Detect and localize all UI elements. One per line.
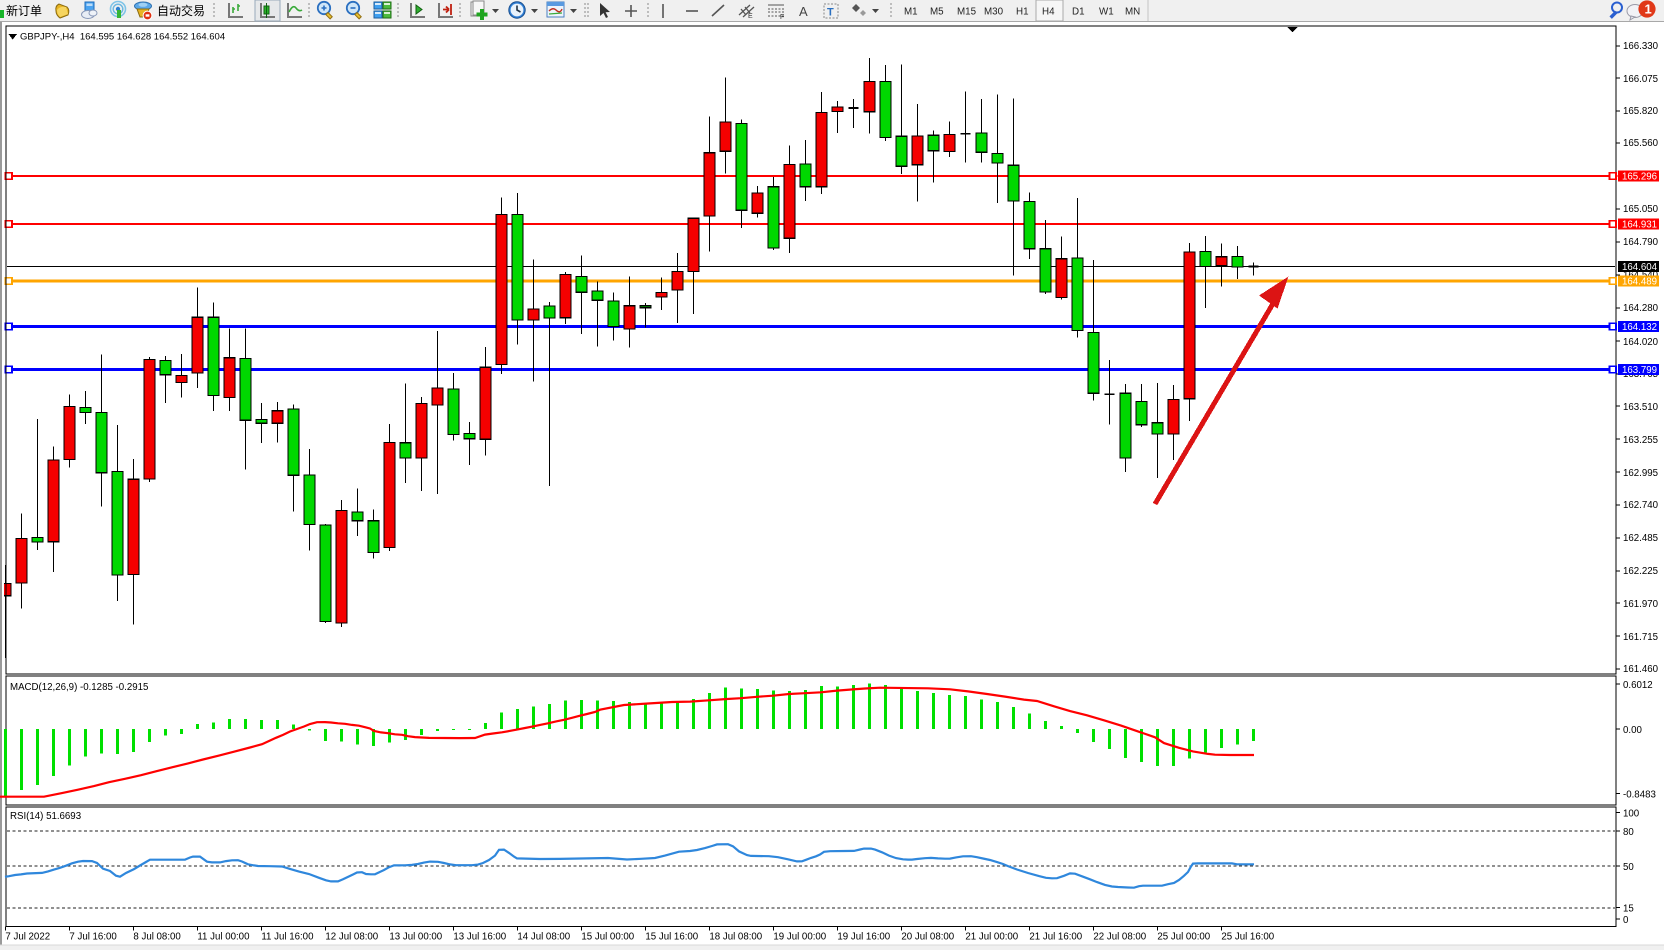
svg-text:163.255: 163.255 xyxy=(1623,435,1658,446)
svg-text:22 Jul 08:00: 22 Jul 08:00 xyxy=(1093,932,1146,943)
svg-text:19 Jul 16:00: 19 Jul 16:00 xyxy=(837,932,890,943)
svg-text:1: 1 xyxy=(1645,2,1652,17)
svg-text:15 Jul 00:00: 15 Jul 00:00 xyxy=(581,932,634,943)
svg-text:7 Jul 16:00: 7 Jul 16:00 xyxy=(69,932,117,943)
svg-text:100: 100 xyxy=(1623,809,1640,820)
svg-text:15 Jul 16:00: 15 Jul 16:00 xyxy=(645,932,698,943)
svg-text:-0.8483: -0.8483 xyxy=(1623,790,1656,801)
svg-text:0: 0 xyxy=(1623,915,1629,926)
svg-text:162.740: 162.740 xyxy=(1623,500,1659,511)
svg-text:162.225: 162.225 xyxy=(1623,566,1658,577)
svg-text:W1: W1 xyxy=(1099,7,1114,18)
svg-text:T: T xyxy=(827,7,834,19)
svg-text:F: F xyxy=(780,14,784,21)
svg-text:18 Jul 08:00: 18 Jul 08:00 xyxy=(709,932,762,943)
svg-text:14 Jul 08:00: 14 Jul 08:00 xyxy=(517,932,570,943)
svg-text:A: A xyxy=(799,4,808,19)
svg-text:164.020: 164.020 xyxy=(1623,337,1659,348)
svg-text:164.790: 164.790 xyxy=(1623,237,1659,248)
svg-text:M5: M5 xyxy=(930,7,944,18)
svg-text:MN: MN xyxy=(1125,7,1140,18)
svg-text:M15: M15 xyxy=(957,7,977,18)
svg-text:161.460: 161.460 xyxy=(1623,664,1659,675)
svg-text:80: 80 xyxy=(1623,827,1634,838)
svg-text:7 Jul 2022: 7 Jul 2022 xyxy=(5,932,50,943)
svg-text:D1: D1 xyxy=(1072,7,1085,18)
svg-text:0.00: 0.00 xyxy=(1623,725,1642,736)
svg-text:164.931: 164.931 xyxy=(1622,220,1657,231)
svg-text:13 Jul 00:00: 13 Jul 00:00 xyxy=(389,932,442,943)
svg-text:E: E xyxy=(748,13,753,20)
svg-text:H4: H4 xyxy=(1042,7,1055,18)
svg-text:164.280: 164.280 xyxy=(1623,303,1659,314)
svg-text:161.970: 161.970 xyxy=(1623,599,1659,610)
svg-text:164.132: 164.132 xyxy=(1622,322,1657,333)
svg-text:新订单: 新订单 xyxy=(6,3,42,18)
svg-text:163.799: 163.799 xyxy=(1622,365,1657,376)
svg-text:H1: H1 xyxy=(1016,7,1029,18)
svg-text:GBPJPY-,H4 164.595 164.628 16: GBPJPY-,H4 164.595 164.628 164.552 164.6… xyxy=(20,32,225,43)
svg-text:M1: M1 xyxy=(904,7,918,18)
svg-text:165.560: 165.560 xyxy=(1623,138,1659,149)
svg-text:MACD(12,26,9) -0.1285 -0.2915: MACD(12,26,9) -0.1285 -0.2915 xyxy=(10,682,148,693)
svg-text:21 Jul 00:00: 21 Jul 00:00 xyxy=(965,932,1018,943)
svg-text:164.604: 164.604 xyxy=(1622,262,1658,273)
svg-text:15: 15 xyxy=(1623,903,1634,914)
svg-text:自动交易: 自动交易 xyxy=(157,3,205,18)
svg-text:165.050: 165.050 xyxy=(1623,204,1659,215)
svg-text:11 Jul 00:00: 11 Jul 00:00 xyxy=(197,932,250,943)
svg-text:8 Jul 08:00: 8 Jul 08:00 xyxy=(133,932,181,943)
svg-text:25 Jul 00:00: 25 Jul 00:00 xyxy=(1157,932,1210,943)
svg-text:RSI(14) 51.6693: RSI(14) 51.6693 xyxy=(10,811,81,822)
svg-text:165.296: 165.296 xyxy=(1622,172,1657,183)
svg-text:50: 50 xyxy=(1623,862,1634,873)
svg-text:M30: M30 xyxy=(984,7,1004,18)
svg-text:25 Jul 16:00: 25 Jul 16:00 xyxy=(1221,932,1274,943)
svg-text:162.485: 162.485 xyxy=(1623,533,1658,544)
svg-text:165.820: 165.820 xyxy=(1623,106,1659,117)
svg-text:164.489: 164.489 xyxy=(1622,277,1657,288)
svg-text:166.330: 166.330 xyxy=(1623,41,1659,52)
svg-text:163.510: 163.510 xyxy=(1623,402,1659,413)
svg-text:0.6012: 0.6012 xyxy=(1623,680,1653,691)
svg-text:162.995: 162.995 xyxy=(1623,468,1658,479)
svg-text:13 Jul 16:00: 13 Jul 16:00 xyxy=(453,932,506,943)
svg-text:20 Jul 08:00: 20 Jul 08:00 xyxy=(901,932,954,943)
svg-text:19 Jul 00:00: 19 Jul 00:00 xyxy=(773,932,826,943)
svg-text:11 Jul 16:00: 11 Jul 16:00 xyxy=(261,932,314,943)
svg-text:21 Jul 16:00: 21 Jul 16:00 xyxy=(1029,932,1082,943)
svg-text:166.075: 166.075 xyxy=(1623,74,1658,85)
svg-text:12 Jul 08:00: 12 Jul 08:00 xyxy=(325,932,378,943)
svg-text:161.715: 161.715 xyxy=(1623,632,1658,643)
